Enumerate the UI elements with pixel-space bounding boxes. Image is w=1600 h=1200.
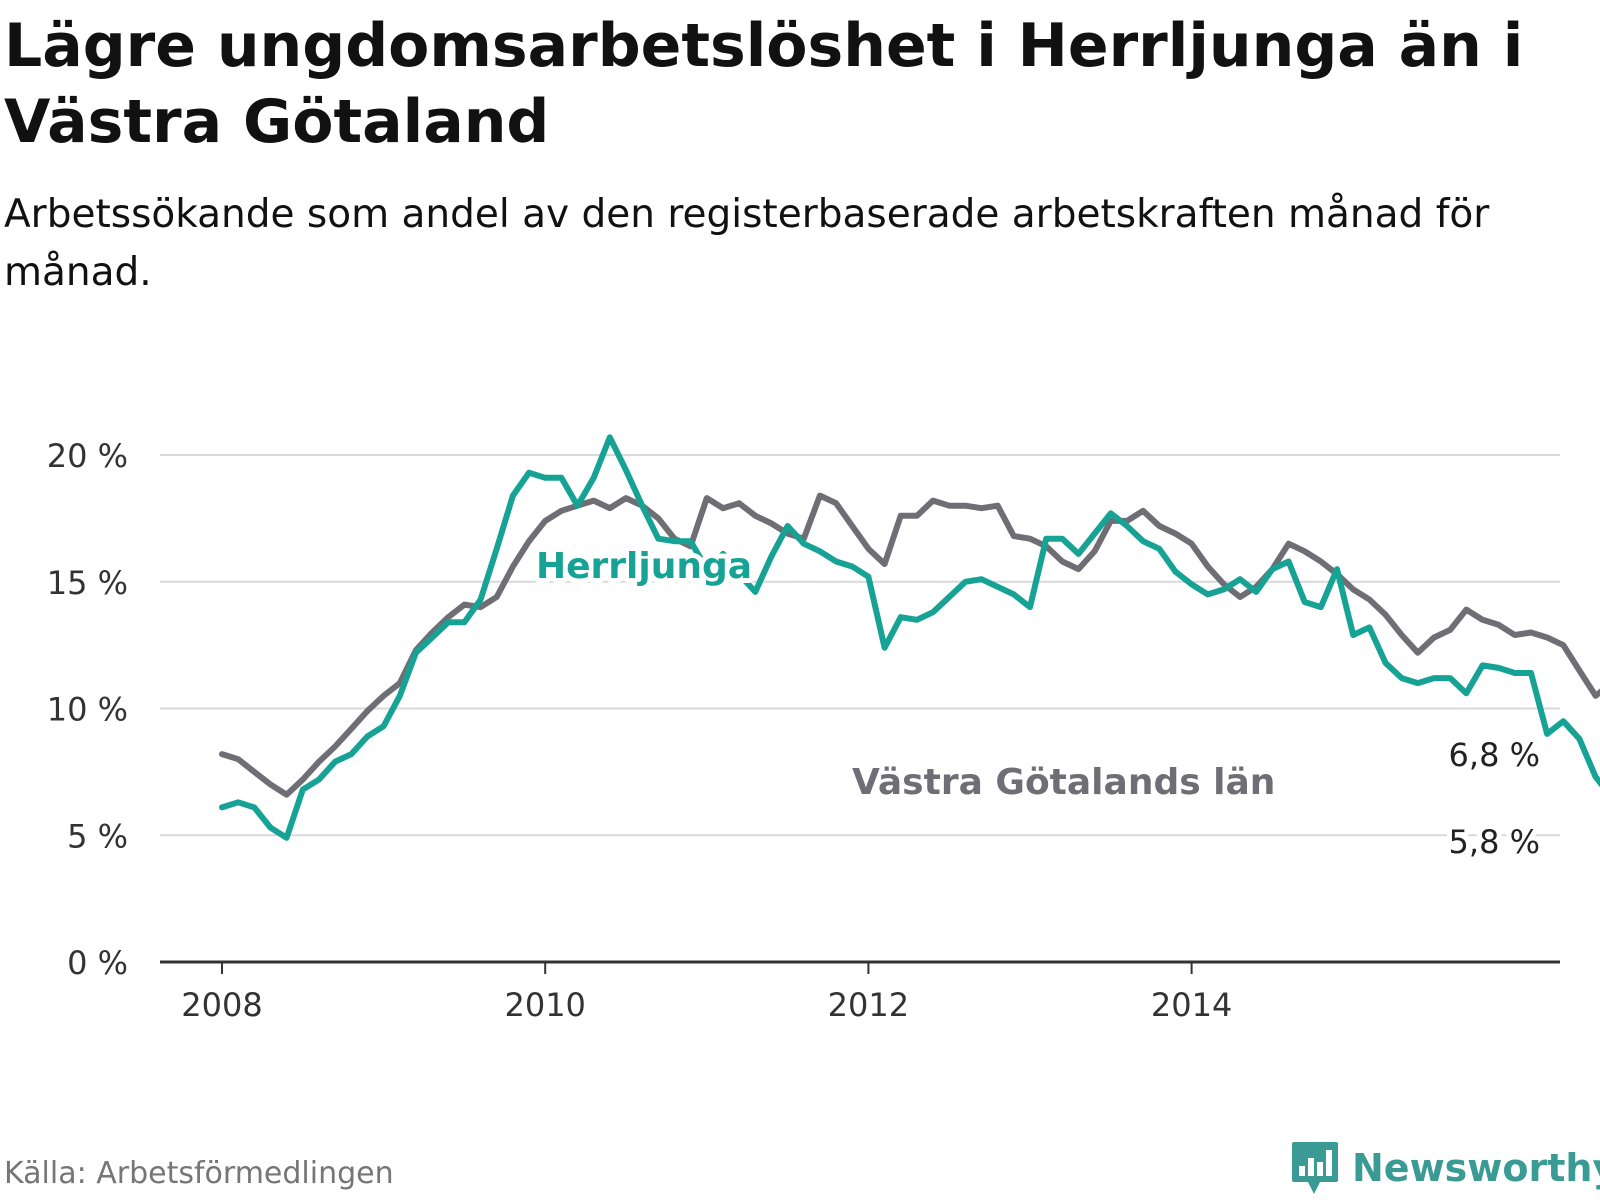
chart-title: Lägre ungdomsarbetslöshet i Herrljunga ä… bbox=[4, 11, 1524, 157]
y-tick-label: 20 % bbox=[47, 437, 128, 475]
newsworthy-logo-icon bbox=[1292, 1142, 1338, 1194]
end-label-vastra-gotaland: 6,8 % bbox=[1449, 736, 1540, 774]
y-tick-label: 0 % bbox=[67, 944, 128, 982]
chart-subtitle: Arbetssökande som andel av den registerb… bbox=[4, 192, 1490, 295]
series-lines bbox=[219, 434, 1600, 841]
source-note: Källa: Arbetsförmedlingen bbox=[4, 1156, 394, 1191]
series-label-vastra-gotaland: Västra Götalands län bbox=[852, 762, 1275, 803]
y-axis-ticks: 0 % 5 % 10 % 15 % 20 % bbox=[47, 437, 128, 982]
end-label-herrljunga: 5,8 % bbox=[1449, 823, 1540, 861]
x-tick-label: 2010 bbox=[504, 986, 585, 1024]
y-tick-label: 5 % bbox=[67, 817, 128, 855]
series-label-herrljunga: Herrljunga bbox=[536, 546, 752, 587]
x-tick-label: 2008 bbox=[181, 986, 262, 1024]
series-line-herrljunga bbox=[219, 434, 1600, 841]
series-labels: Herrljunga Västra Götalands län 6,8 % 5,8 % bbox=[531, 541, 1545, 866]
y-tick-label: 15 % bbox=[47, 564, 128, 602]
x-axis-ticks: 20082010201220142017201920212023 bbox=[181, 962, 1232, 1024]
brand-name: Newsworthy bbox=[1352, 1146, 1600, 1190]
x-tick-label: 2014 bbox=[1151, 986, 1232, 1024]
brand-logo[interactable]: Newsworthy bbox=[1290, 1140, 1600, 1196]
x-tick-label: 2012 bbox=[828, 986, 909, 1024]
y-tick-label: 10 % bbox=[47, 691, 128, 729]
